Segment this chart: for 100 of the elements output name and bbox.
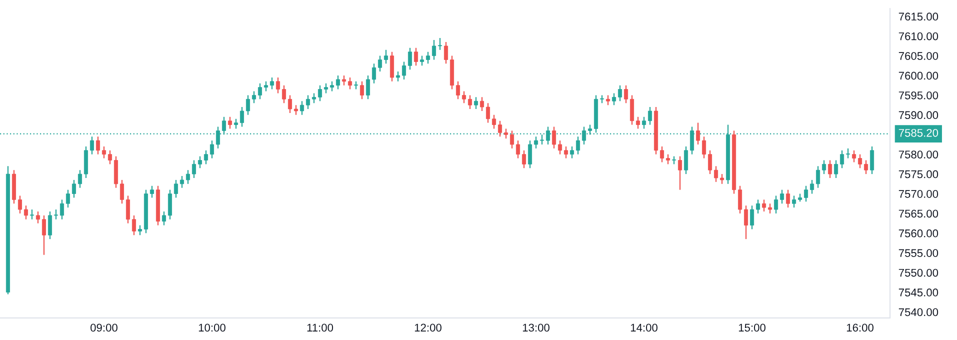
x-tick-label: 16:00 [846, 324, 874, 332]
x-tick-label: 12:00 [414, 324, 442, 332]
candlestick [558, 140, 562, 155]
candlestick [630, 94, 634, 126]
candlestick [720, 173, 724, 184]
candlestick [348, 76, 352, 90]
candlestick [792, 195, 796, 208]
candlestick [384, 49, 388, 64]
candlestick [462, 90, 466, 104]
candlestick [342, 74, 346, 86]
candlestick [660, 146, 664, 163]
y-tick-label: 7560.00 [898, 229, 938, 238]
candlestick [528, 140, 532, 169]
candlestick [102, 146, 106, 159]
candlestick [738, 185, 742, 214]
y-tick-label: 7605.00 [898, 52, 938, 60]
candlestick [504, 128, 508, 140]
candlestick [780, 189, 784, 204]
candlestick [402, 61, 406, 80]
candlestick [684, 146, 688, 175]
candlestick [114, 156, 118, 188]
candlestick [264, 80, 268, 92]
candlestick [18, 195, 22, 214]
candlestick [624, 84, 628, 104]
y-tick-label: 7595.00 [898, 91, 938, 100]
candlestick [318, 84, 322, 102]
candlestick [804, 185, 808, 202]
candlestick [312, 92, 316, 104]
candlestick [492, 114, 496, 130]
y-tick-label: 7615.00 [898, 12, 938, 21]
candlestick [480, 96, 484, 112]
candlestick [204, 150, 208, 165]
candlestick [636, 116, 640, 130]
candlestick [306, 94, 310, 110]
candlestick [228, 116, 232, 130]
candlestick [438, 38, 442, 50]
candlestick [186, 170, 190, 184]
candlestick [852, 150, 856, 163]
candlestick [618, 84, 622, 102]
candlestick [24, 205, 28, 220]
candlestick [300, 100, 304, 116]
y-tick-label: 7540.00 [898, 308, 938, 316]
candlestick [642, 116, 646, 130]
candlestick [72, 179, 76, 198]
candlestick [864, 160, 868, 175]
candlestick [774, 195, 778, 214]
candlestick [60, 199, 64, 220]
ref-line-label: 7585.20 [898, 128, 938, 137]
candlestick [714, 166, 718, 182]
candlestick [756, 199, 760, 214]
candlestick [78, 170, 82, 188]
candlestick [846, 148, 850, 159]
candlestick [240, 106, 244, 128]
x-tick-label: 14:00 [630, 324, 658, 332]
candlestick [288, 94, 292, 114]
candlestick [246, 94, 250, 116]
y-tick-label: 7570.00 [898, 190, 938, 198]
candlestick [396, 71, 400, 82]
y-tick-label: 7600.00 [898, 72, 938, 80]
candlestick [336, 74, 340, 90]
candlestick [834, 160, 838, 179]
candlestick [486, 102, 490, 124]
candlestick [366, 74, 370, 100]
y-tick-label: 7555.00 [898, 249, 938, 257]
candlestick [612, 92, 616, 106]
candlestick [696, 122, 700, 146]
candlestick [426, 51, 430, 64]
candlestick [258, 82, 262, 100]
candlestick [570, 146, 574, 159]
candlestick [192, 160, 196, 179]
candlestick [420, 55, 424, 66]
x-tick-label: 11:00 [307, 324, 334, 332]
candlestick [552, 126, 556, 149]
candlestick [180, 175, 184, 188]
candlestick [408, 47, 412, 70]
x-tick-label: 15:00 [738, 324, 766, 332]
candlestick [126, 195, 130, 224]
candlestick [132, 214, 136, 236]
candlestick [762, 199, 766, 212]
candlestick [372, 63, 376, 84]
y-tick-label: 7550.00 [898, 268, 938, 277]
candlestick [378, 55, 382, 72]
candlestick [282, 84, 286, 104]
candlestick [222, 116, 226, 136]
candlestick [162, 210, 166, 226]
candlestick [42, 214, 46, 256]
candlestick [498, 120, 502, 138]
candlestick [30, 208, 34, 220]
candlestick [168, 189, 172, 220]
candlestick [90, 136, 94, 155]
candlestick [276, 76, 280, 94]
candlestick [468, 94, 472, 110]
candlestick [534, 136, 538, 149]
candlestick [84, 146, 88, 179]
candlestick [744, 205, 748, 240]
candlestick [768, 203, 772, 214]
candlestick [474, 96, 478, 110]
candlestick [150, 185, 154, 198]
candlestick [648, 106, 652, 126]
candlestick [810, 179, 814, 194]
